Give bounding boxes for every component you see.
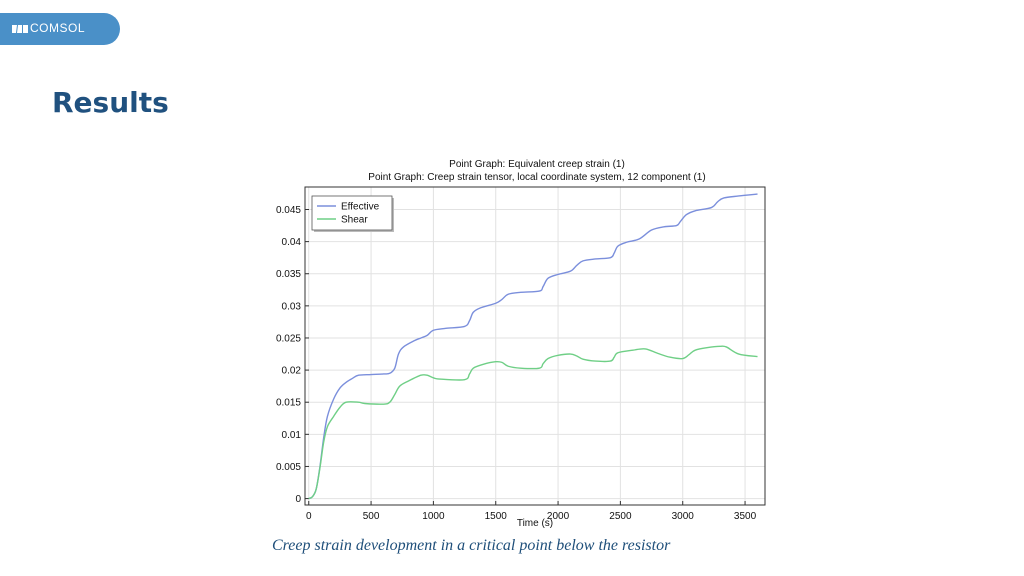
y-tick-label: 0.035 xyxy=(276,269,301,280)
y-tick-label: 0.04 xyxy=(282,237,302,248)
logo-text: COMSOL xyxy=(30,21,86,35)
chart-title: Point Graph: Equivalent creep strain (1) xyxy=(449,159,625,170)
legend-box xyxy=(311,195,393,231)
slide-title: Results xyxy=(52,86,169,119)
y-tick-label: 0.015 xyxy=(276,398,301,409)
comsol-logo: COMSOL xyxy=(0,13,120,45)
legend-label-shear: Shear xyxy=(341,215,368,226)
x-tick-label: 2500 xyxy=(609,511,632,522)
chart-grid xyxy=(305,187,765,505)
chart-series xyxy=(308,193,758,500)
chart-legend: Effective Shear xyxy=(311,195,394,232)
line-chart: Point Graph: Equivalent creep strain (1)… xyxy=(276,159,766,529)
x-tick-label: 3500 xyxy=(734,511,757,522)
y-tick-label: 0 xyxy=(295,494,301,505)
x-tick-label: 3000 xyxy=(672,511,695,522)
y-tick-label: 0.005 xyxy=(276,462,301,473)
x-tick-label: 2000 xyxy=(547,511,570,522)
chart-container: Point Graph: Equivalent creep strain (1)… xyxy=(255,150,780,535)
series-line-shear xyxy=(308,345,758,500)
x-axis-label: Time (s) xyxy=(517,518,553,529)
chart-subtitle: Point Graph: Creep strain tensor, local … xyxy=(368,172,705,183)
x-tick-label: 0 xyxy=(306,511,312,522)
figure-caption: Creep strain development in a critical p… xyxy=(272,537,671,554)
y-tick-label: 0.025 xyxy=(276,333,301,344)
series-line-effective xyxy=(308,193,758,500)
x-tick-label: 500 xyxy=(363,511,380,522)
x-tick-label: 1500 xyxy=(485,511,508,522)
y-tick-label: 0.02 xyxy=(282,366,302,377)
x-tick-label: 1000 xyxy=(422,511,445,522)
plot-area-frame xyxy=(304,186,766,506)
comsol-logo-icon xyxy=(12,25,28,33)
legend-label-effective: Effective xyxy=(341,202,380,213)
y-axis: 0 0.005 0.01 0.015 0.02 0.025 0.03 0.035 0.04 0.0… xyxy=(276,205,309,505)
x-axis: 0 500 1000 1500 2000 2500 3000 3500 xyxy=(306,501,757,522)
y-tick-label: 0.045 xyxy=(276,205,301,216)
y-tick-label: 0.03 xyxy=(282,301,302,312)
y-tick-label: 0.01 xyxy=(282,430,302,441)
